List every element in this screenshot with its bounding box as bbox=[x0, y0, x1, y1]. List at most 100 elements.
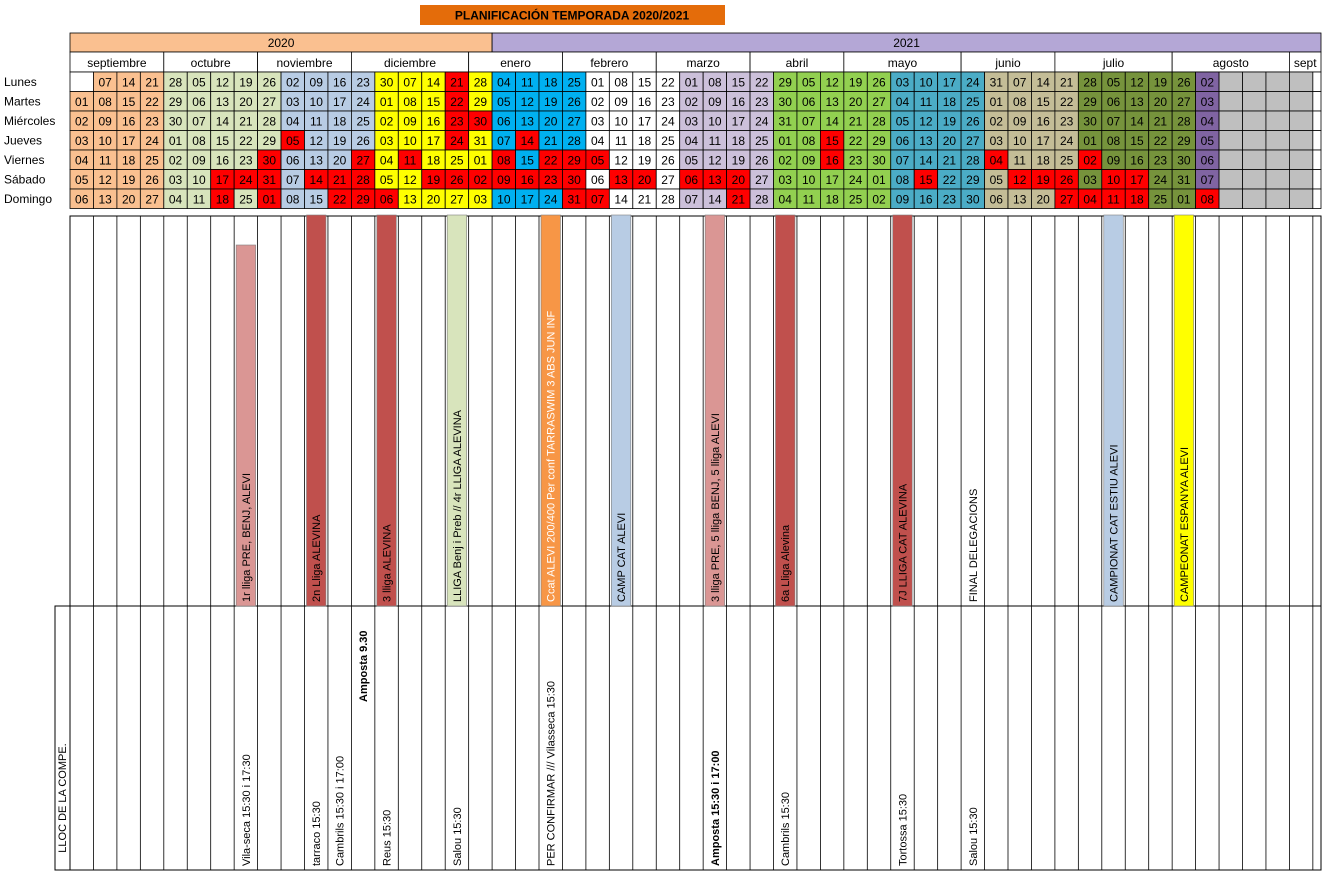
filler-cell bbox=[1312, 110, 1322, 131]
day-number: 08 bbox=[98, 95, 112, 109]
day-number: 04 bbox=[896, 95, 910, 109]
day-number: 02 bbox=[685, 95, 699, 109]
day-number: 23 bbox=[661, 95, 675, 109]
day-number: 13 bbox=[1013, 193, 1027, 207]
day-number: 21 bbox=[638, 193, 652, 207]
day-number: 30 bbox=[380, 76, 394, 90]
day-number: 18 bbox=[216, 193, 230, 207]
day-number: 13 bbox=[614, 173, 628, 187]
month-label: septiembre bbox=[87, 56, 147, 70]
day-number: 13 bbox=[98, 193, 112, 207]
day-number: 29 bbox=[567, 154, 581, 168]
day-number: 15 bbox=[825, 134, 839, 148]
day-number: 02 bbox=[474, 173, 488, 187]
day-number: 29 bbox=[1083, 95, 1097, 109]
day-number: 06 bbox=[75, 193, 89, 207]
day-number: 17 bbox=[521, 193, 535, 207]
day-number: 26 bbox=[567, 95, 581, 109]
day-number: 07 bbox=[1013, 76, 1027, 90]
event-label: LLIGA Benj i Preb // 4r LLIGA ALEVINA bbox=[452, 409, 464, 602]
day-number: 02 bbox=[380, 115, 394, 129]
day-number: 31 bbox=[779, 115, 793, 129]
day-number: 31 bbox=[990, 76, 1004, 90]
day-number: 03 bbox=[990, 134, 1004, 148]
day-number: 07 bbox=[403, 76, 417, 90]
day-number: 21 bbox=[1060, 76, 1074, 90]
day-number: 13 bbox=[310, 154, 324, 168]
day-number: 02 bbox=[872, 193, 886, 207]
event-bar bbox=[611, 214, 632, 607]
day-number: 08 bbox=[1201, 193, 1215, 207]
day-cell bbox=[1289, 91, 1314, 112]
event-label: Ccat ALEVI 200/400 Per conf TARRASWIM 3 … bbox=[546, 311, 558, 602]
day-number: 20 bbox=[943, 134, 957, 148]
day-number: 16 bbox=[919, 193, 933, 207]
day-number: 20 bbox=[333, 154, 347, 168]
month-label: sept bbox=[1294, 56, 1317, 70]
day-number: 17 bbox=[732, 115, 746, 129]
day-number: 03 bbox=[779, 173, 793, 187]
day-number: 22 bbox=[145, 95, 159, 109]
day-cell bbox=[1218, 188, 1243, 209]
day-cell bbox=[1242, 169, 1267, 190]
day-number: 09 bbox=[497, 173, 511, 187]
day-number: 13 bbox=[521, 115, 535, 129]
day-number: 11 bbox=[310, 115, 323, 129]
day-cell bbox=[1265, 149, 1290, 170]
day-number: 14 bbox=[521, 134, 535, 148]
day-number: 05 bbox=[591, 154, 605, 168]
day-number: 29 bbox=[779, 76, 793, 90]
day-cell bbox=[1242, 91, 1267, 112]
day-number: 15 bbox=[216, 134, 230, 148]
day-cell bbox=[1218, 169, 1243, 190]
lloc-label: LLOC DE LA COMPE. bbox=[57, 743, 69, 852]
day-number: 11 bbox=[521, 76, 534, 90]
day-number: 16 bbox=[521, 173, 535, 187]
day-number: 20 bbox=[1036, 193, 1050, 207]
day-number: 16 bbox=[1036, 115, 1050, 129]
day-number: 20 bbox=[732, 173, 746, 187]
day-number: 27 bbox=[1060, 193, 1074, 207]
day-number: 23 bbox=[450, 115, 464, 129]
day-number: 29 bbox=[474, 95, 488, 109]
day-number: 04 bbox=[990, 154, 1004, 168]
day-number: 05 bbox=[1107, 76, 1121, 90]
day-number: 28 bbox=[661, 193, 675, 207]
day-number: 20 bbox=[544, 115, 558, 129]
day-number: 09 bbox=[403, 115, 417, 129]
event-bars: 1r lliga PRE, BENJ, ALEVI 2n Lliga ALEVIN… bbox=[235, 214, 1194, 607]
day-number: 15 bbox=[1130, 134, 1144, 148]
day-number: 05 bbox=[1201, 134, 1215, 148]
day-number: 03 bbox=[1083, 173, 1097, 187]
day-number: 22 bbox=[333, 193, 347, 207]
event-label: 3 lliga PRE, 5 lliga BENJ, 5 lliga ALEVI bbox=[710, 413, 722, 602]
day-number: 22 bbox=[1154, 134, 1168, 148]
day-number: 06 bbox=[1201, 154, 1215, 168]
day-number: 30 bbox=[263, 154, 277, 168]
day-cell bbox=[1289, 130, 1314, 151]
day-number: 03 bbox=[685, 115, 699, 129]
day-number: 09 bbox=[708, 95, 722, 109]
day-number: 18 bbox=[825, 193, 839, 207]
day-number: 02 bbox=[591, 95, 605, 109]
day-number: 29 bbox=[263, 134, 277, 148]
event-bar bbox=[1103, 214, 1124, 607]
day-number: 25 bbox=[1154, 193, 1168, 207]
day-cell bbox=[1289, 110, 1314, 131]
day-number: 16 bbox=[825, 154, 839, 168]
day-number: 27 bbox=[145, 193, 159, 207]
day-number: 11 bbox=[404, 154, 417, 168]
day-cell bbox=[1289, 149, 1314, 170]
day-number: 12 bbox=[825, 76, 839, 90]
day-number: 27 bbox=[356, 154, 370, 168]
day-cell bbox=[1265, 169, 1290, 190]
day-number: 15 bbox=[732, 76, 746, 90]
day-number: 26 bbox=[966, 115, 980, 129]
weekday-label: Viernes bbox=[4, 153, 44, 167]
day-number: 15 bbox=[638, 76, 652, 90]
day-number: 13 bbox=[216, 95, 230, 109]
year-2020-label: 2020 bbox=[268, 36, 295, 50]
day-number: 04 bbox=[779, 193, 793, 207]
day-cell bbox=[1289, 188, 1314, 209]
month-label: marzo bbox=[686, 56, 720, 70]
